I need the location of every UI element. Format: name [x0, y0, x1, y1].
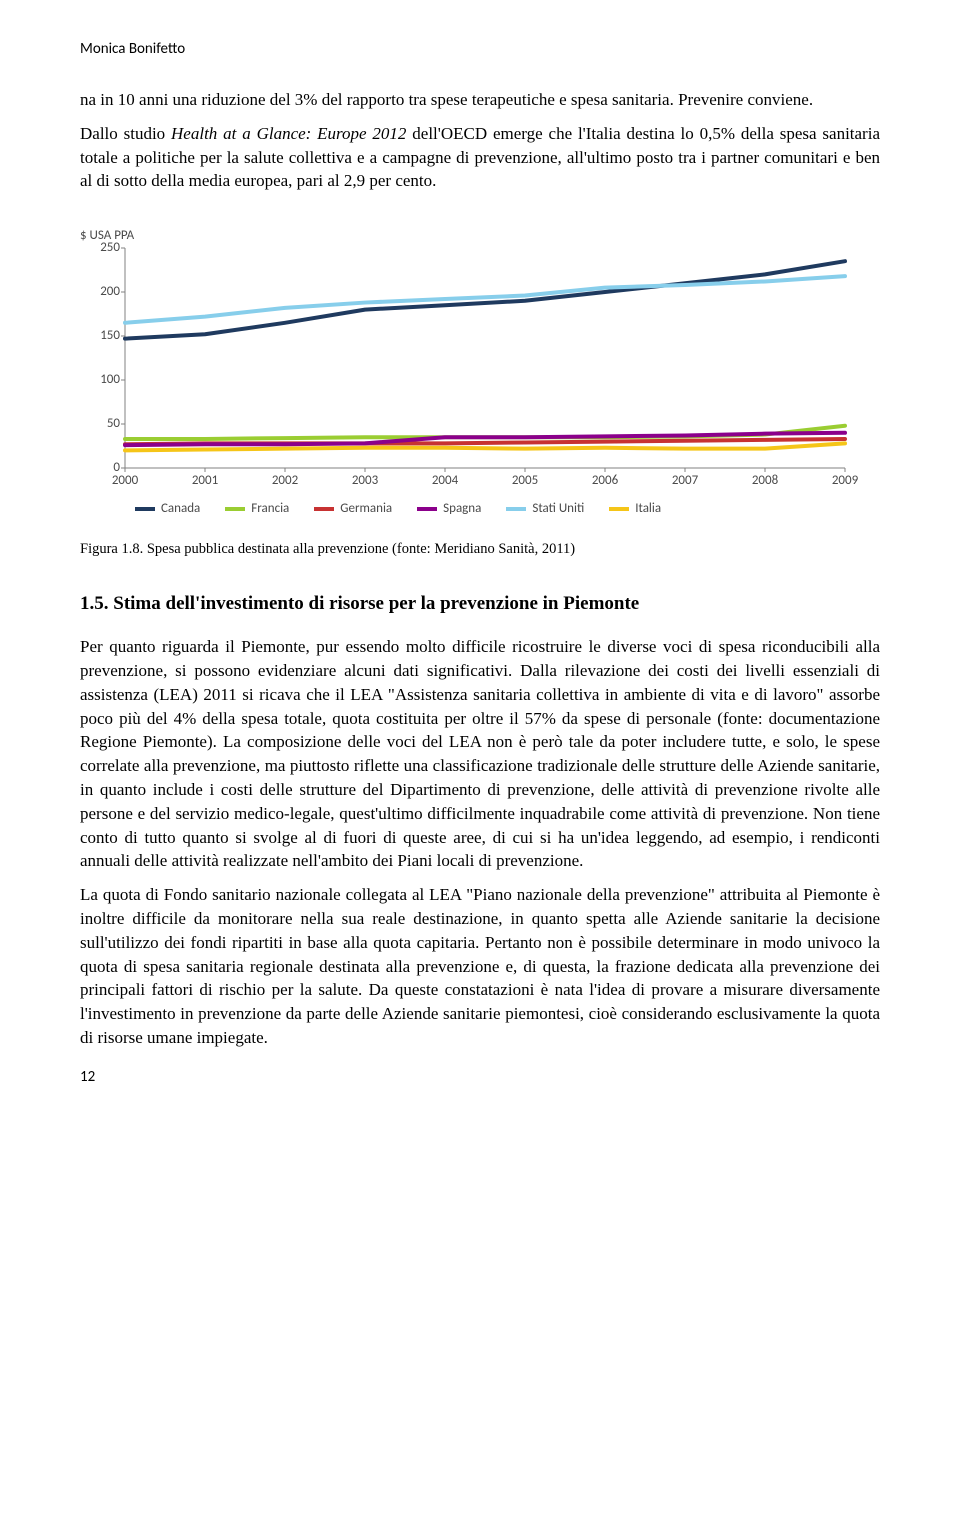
series-line [125, 276, 845, 323]
intro-paragraph-2: Dallo studio Health at a Glance: Europe … [80, 122, 880, 193]
body-paragraph-1: Per quanto riguarda il Piemonte, pur ess… [80, 635, 880, 873]
chart-svg [80, 228, 865, 473]
legend-swatch [609, 507, 629, 511]
x-tick-label: 2002 [260, 473, 310, 488]
legend-item: Canada [135, 501, 200, 516]
figure-caption: Figura 1.8. Spesa pubblica destinata all… [80, 541, 880, 558]
x-tick-label: 2009 [820, 473, 870, 488]
legend-swatch [225, 507, 245, 511]
legend-label: Francia [251, 501, 289, 516]
legend-swatch [135, 507, 155, 511]
legend-swatch [506, 507, 526, 511]
legend-item: Stati Uniti [506, 501, 584, 516]
italic-title: Health at a Glance: Europe 2012 [171, 124, 406, 143]
legend-label: Stati Uniti [532, 501, 584, 516]
legend-swatch [314, 507, 334, 511]
legend-label: Spagna [443, 501, 481, 516]
text-pre: Dallo studio [80, 124, 171, 143]
body-paragraph-2: La quota di Fondo sanitario nazionale co… [80, 883, 880, 1050]
chart-legend: Canada Francia Germania Spagna Stati Uniti It… [135, 501, 880, 516]
x-tick-label: 2004 [420, 473, 470, 488]
legend-label: Italia [635, 501, 661, 516]
x-tick-label: 2007 [660, 473, 710, 488]
legend-item: Spagna [417, 501, 481, 516]
legend-label: Canada [161, 501, 200, 516]
series-line [125, 261, 845, 338]
x-tick-label: 2000 [100, 473, 150, 488]
legend-label: Germania [340, 501, 392, 516]
x-tick-label: 2006 [580, 473, 630, 488]
x-tick-label: 2005 [500, 473, 550, 488]
page-number: 12 [80, 1068, 880, 1086]
author-header: Monica Bonifetto [80, 40, 880, 58]
x-tick-label: 2003 [340, 473, 390, 488]
legend-item: Italia [609, 501, 661, 516]
intro-paragraph-1: na in 10 anni una riduzione del 3% del r… [80, 88, 880, 112]
legend-swatch [417, 507, 437, 511]
legend-item: Germania [314, 501, 392, 516]
x-tick-label: 2001 [180, 473, 230, 488]
x-tick-label: 2008 [740, 473, 790, 488]
prevention-spending-chart: $ USA PPA 050100150200250200020012002200… [80, 228, 880, 516]
legend-item: Francia [225, 501, 289, 516]
section-heading: 1.5. Stima dell'investimento di risorse … [80, 593, 880, 615]
